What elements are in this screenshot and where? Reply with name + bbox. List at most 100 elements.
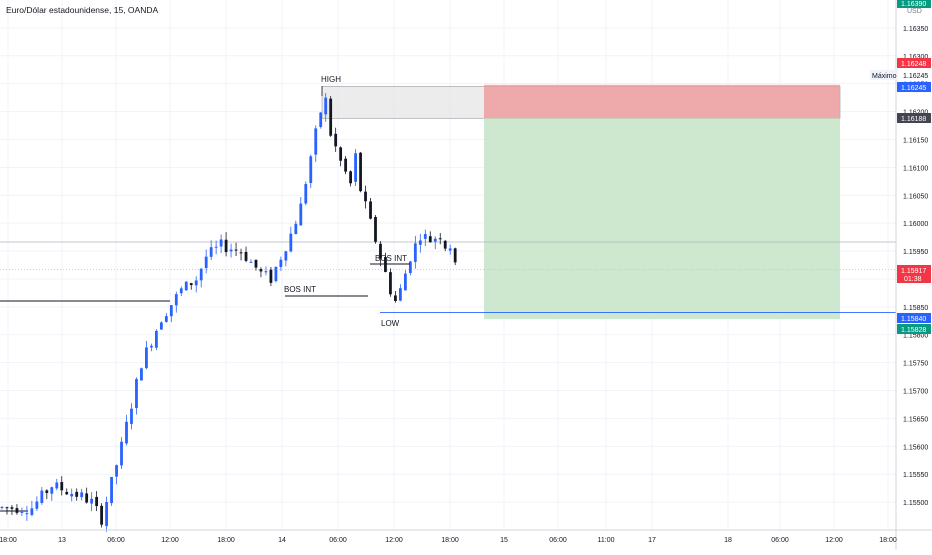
candle: [135, 377, 138, 415]
candle-body: [25, 513, 29, 515]
candle: [399, 284, 402, 302]
candle-body: [50, 487, 54, 494]
candle-body: [150, 345, 153, 348]
candle: [349, 170, 352, 187]
axis-price-label: 1.16390: [897, 0, 931, 8]
candle-body: [130, 408, 133, 424]
candle-body: [85, 493, 89, 503]
price-tick-label: 1.15650: [903, 416, 928, 423]
candle: [364, 185, 367, 209]
candle: [55, 478, 59, 491]
axis-price-label-text: 1.15828: [901, 327, 926, 334]
candle-body: [20, 511, 24, 513]
candle-body: [274, 266, 278, 282]
candle-body: [359, 152, 362, 192]
max-annotation-bg: [870, 70, 898, 80]
candle-body: [10, 507, 14, 509]
time-tick-label: 18:00: [441, 537, 459, 544]
candle-body: [75, 491, 79, 497]
time-tick-label: 12:00: [825, 537, 843, 544]
candle-body: [264, 271, 268, 273]
candle: [214, 240, 218, 255]
candle: [120, 437, 123, 470]
candle: [0, 506, 4, 510]
candle: [394, 291, 397, 303]
candle: [418, 233, 422, 253]
candle: [384, 252, 387, 273]
candle: [314, 125, 318, 162]
axis-price-label: 1.16245: [897, 82, 931, 92]
price-tick-label: 1.16350: [903, 26, 928, 33]
candle-body: [179, 288, 183, 294]
candle-body: [418, 240, 422, 245]
candle: [70, 488, 74, 502]
candle-body: [169, 305, 173, 317]
candle: [100, 503, 103, 528]
price-tick-label: 1.16000: [903, 221, 928, 228]
time-tick-label: 12:00: [385, 537, 403, 544]
candle-body: [389, 272, 392, 295]
candle-body: [35, 501, 39, 509]
candle: [90, 492, 94, 512]
candle-body: [100, 505, 103, 525]
candle: [85, 487, 89, 504]
candle-body: [354, 153, 357, 182]
candle: [324, 93, 328, 122]
max-annotation: Máximo 1.16245: [870, 70, 928, 80]
candle: [453, 247, 457, 266]
candle-body: [60, 482, 64, 491]
candle-body: [70, 493, 74, 497]
candle: [174, 291, 178, 313]
candle-body: [339, 147, 343, 161]
candle: [95, 491, 99, 512]
axis-price-label-bg: [897, 265, 931, 283]
candle: [259, 267, 263, 278]
candle: [15, 504, 19, 515]
candle: [60, 476, 64, 496]
candle: [5, 506, 9, 515]
candle: [169, 305, 173, 323]
candle-body: [194, 280, 198, 286]
candle: [110, 476, 113, 506]
time-tick-label: 18:00: [0, 537, 17, 544]
candle-body: [314, 128, 318, 155]
candle: [309, 154, 313, 188]
candle: [389, 268, 392, 297]
time-tick-label: 17: [648, 537, 656, 544]
price-tick-label: 1.16050: [903, 193, 928, 200]
candle-body: [448, 248, 452, 251]
candle: [10, 504, 14, 515]
candle: [80, 488, 84, 501]
candle: [354, 149, 357, 186]
price-tick-label: 1.16300: [903, 54, 928, 61]
candle: [344, 156, 348, 175]
candle-body: [344, 158, 348, 172]
candle-body: [90, 498, 94, 504]
candle-body: [428, 236, 432, 243]
candle-body: [214, 246, 218, 248]
candle: [25, 505, 29, 521]
candle: [239, 248, 243, 261]
candle: [279, 256, 283, 272]
candle: [379, 241, 382, 267]
candle: [413, 235, 417, 269]
candle-body: [438, 238, 442, 240]
candle-body: [284, 251, 288, 261]
candle: [224, 232, 228, 257]
candle: [30, 500, 34, 517]
candle-body: [334, 133, 338, 147]
candle: [408, 260, 412, 276]
candle-body: [115, 465, 118, 477]
candle: [448, 244, 452, 255]
candle-body: [324, 97, 328, 115]
grid-lines: [0, 0, 896, 530]
candle: [20, 507, 24, 516]
candle-body: [403, 273, 407, 291]
candle-body: [244, 251, 248, 261]
candle-body: [105, 502, 108, 526]
axis-price-label-text: 1.16188: [901, 116, 926, 123]
candle: [428, 231, 432, 243]
candle: [319, 111, 323, 129]
